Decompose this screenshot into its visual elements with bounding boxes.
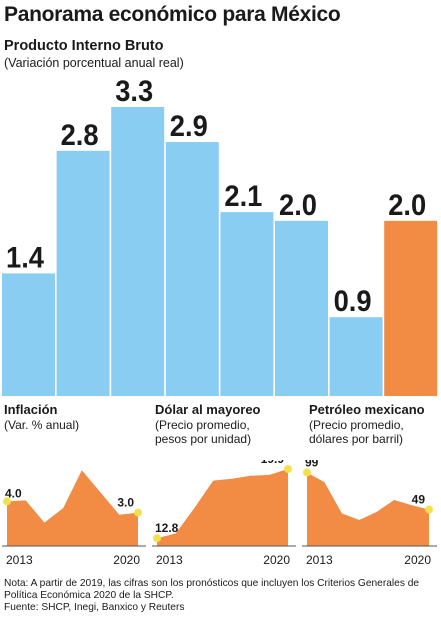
gdp-value-label-2015: 3.3 bbox=[115, 75, 153, 108]
oil-area-chart: 99 49 2013 2020 bbox=[302, 460, 437, 567]
dollar-area-chart: 12.8 19.9 2013 2020 bbox=[152, 460, 296, 567]
gdp-bar-2016 bbox=[165, 142, 219, 396]
gdp-chart-title: Producto Interno Bruto bbox=[4, 38, 164, 54]
gdp-value-label-2017: 2.1 bbox=[224, 180, 262, 213]
dollar-chart-subtitle: (Precio promedio, pesos por unidad) bbox=[155, 418, 252, 446]
gdp-bar-2013 bbox=[2, 273, 55, 396]
gdp-value-label-2018: 2.0 bbox=[279, 189, 317, 222]
inflation-chart-subtitle: (Var. % anual) bbox=[4, 418, 80, 432]
gdp-value-label-2019: 0.9 bbox=[334, 285, 372, 318]
dollar-end-year: 2020 bbox=[263, 553, 290, 567]
footnote: Nota: A partir de 2019, las cifras son l… bbox=[4, 578, 420, 601]
gdp-value-label-2016: 2.9 bbox=[170, 110, 208, 143]
inflation-area-chart: 4.0 3.0 2013 2020 bbox=[2, 470, 146, 567]
gdp-bar-2020 bbox=[384, 220, 438, 396]
dollar-start-marker bbox=[153, 534, 161, 543]
source-note: Fuente: SHCP, Inegi, Banxico y Reuters bbox=[4, 602, 185, 613]
gdp-bar-2017 bbox=[220, 212, 274, 396]
gdp-value-label-2014: 2.8 bbox=[61, 119, 99, 152]
gdp-bar-2018 bbox=[275, 220, 328, 396]
inflation-start-year: 2013 bbox=[6, 553, 33, 567]
dollar-last-value: 19.9 bbox=[261, 460, 285, 466]
main-title: Panorama económico para México bbox=[4, 3, 341, 26]
inflation-start-marker bbox=[3, 497, 11, 506]
inflation-last-value: 3.0 bbox=[117, 496, 134, 510]
oil-last-value: 49 bbox=[412, 493, 426, 507]
dollar-end-marker bbox=[284, 464, 292, 473]
gdp-bar-chart: 1.420132.820143.320152.920162.120172.020… bbox=[2, 75, 438, 396]
gdp-bar-2019 bbox=[329, 317, 383, 396]
gdp-value-label-2020: 2.0 bbox=[388, 189, 426, 222]
inflation-first-value: 4.0 bbox=[5, 486, 22, 500]
oil-start-marker bbox=[303, 468, 311, 477]
oil-chart-title: Petróleo mexicano bbox=[309, 402, 425, 417]
inflation-end-marker bbox=[134, 508, 142, 517]
inflation-chart-title: Inflación bbox=[4, 402, 58, 417]
inflation-end-year: 2020 bbox=[113, 553, 140, 567]
oil-end-year: 2020 bbox=[404, 553, 431, 567]
gdp-bar-2015 bbox=[111, 107, 165, 396]
dollar-start-year: 2013 bbox=[156, 553, 183, 567]
dollar-first-value: 12.8 bbox=[155, 521, 179, 535]
gdp-bar-2014 bbox=[56, 150, 110, 396]
dollar-area bbox=[157, 468, 288, 546]
inflation-area bbox=[7, 470, 138, 546]
gdp-value-label-2013: 1.4 bbox=[6, 241, 44, 274]
oil-first-value: 99 bbox=[305, 460, 319, 469]
oil-chart-subtitle: (Precio promedio, dólares por barril) bbox=[309, 418, 404, 446]
gdp-chart-subtitle: (Variación porcentual anual real) bbox=[4, 56, 184, 70]
oil-start-year: 2013 bbox=[306, 553, 333, 567]
oil-area bbox=[307, 472, 429, 546]
dollar-chart-title: Dólar al mayoreo bbox=[155, 402, 261, 417]
oil-end-marker bbox=[425, 505, 433, 514]
